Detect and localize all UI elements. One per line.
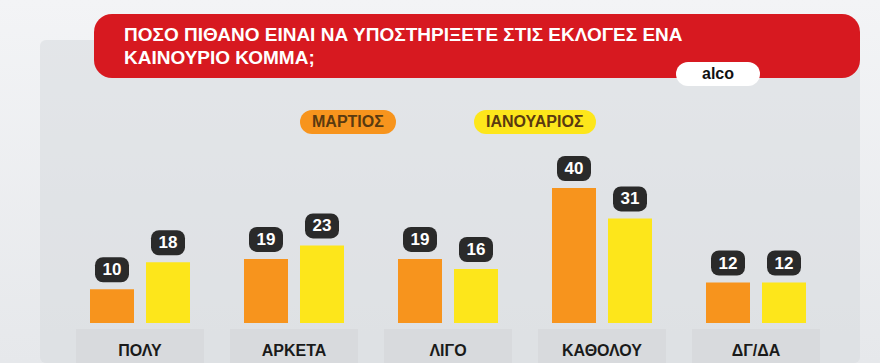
svg-text:18: 18 <box>159 233 178 252</box>
svg-text:ΠΟΛΥ: ΠΟΛΥ <box>118 342 162 359</box>
svg-text:19: 19 <box>411 230 430 249</box>
svg-text:10: 10 <box>103 260 122 279</box>
svg-text:ΚΑΘΟΛΟΥ: ΚΑΘΟΛΟΥ <box>562 342 642 359</box>
html-text:alco: alco <box>702 65 734 82</box>
svg-text:ΔΓ/ΔΑ: ΔΓ/ΔΑ <box>732 342 781 359</box>
svg-text:12: 12 <box>775 254 794 273</box>
svg-text:12: 12 <box>719 254 738 273</box>
html-text:ΠΟΣΟ ΠΙΘΑΝΟ ΕΙΝΑΙ ΝΑ ΥΠΟΣΤΗΡΙΞ: ΠΟΣΟ ΠΙΘΑΝΟ ΕΙΝΑΙ ΝΑ ΥΠΟΣΤΗΡΙΞΕΤΕ ΣΤΙΣ Ε… <box>124 24 683 68</box>
svg-text:ΛΙΓΟ: ΛΙΓΟ <box>429 342 466 359</box>
svg-text:16: 16 <box>467 240 486 259</box>
svg-text:31: 31 <box>621 189 640 208</box>
svg-text:19: 19 <box>257 230 276 249</box>
html-text:ΙΑΝΟΥΑΡΙΟΣ: ΙΑΝΟΥΑΡΙΟΣ <box>486 113 584 130</box>
html-text:ΜΑΡΤΙΟΣ: ΜΑΡΤΙΟΣ <box>312 113 384 130</box>
svg-text:ΑΡΚΕΤΑ: ΑΡΚΕΤΑ <box>262 342 327 359</box>
svg-text:40: 40 <box>565 159 584 178</box>
svg-text:23: 23 <box>313 216 332 235</box>
